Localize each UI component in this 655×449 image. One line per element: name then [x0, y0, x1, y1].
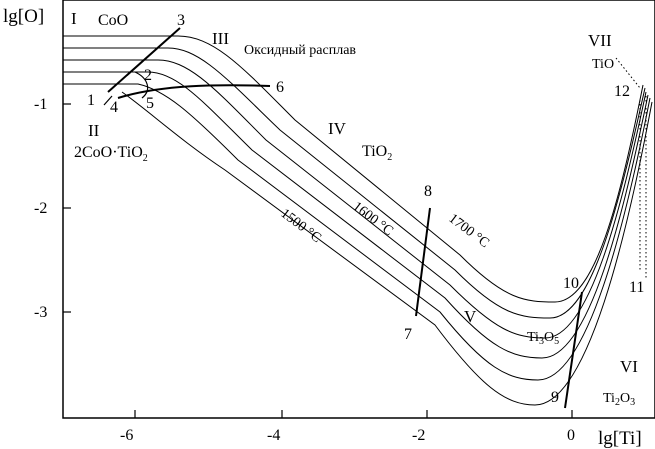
phase-label-2coo-tio2: 2CoO·TiO2: [74, 144, 148, 164]
isotherm-curves: [63, 35, 653, 406]
isotherm-label-1500: 1500 °C: [278, 206, 324, 246]
boundary-1-3: [107, 27, 181, 93]
phase-boundaries: [107, 27, 583, 409]
x-tick-label: -2: [412, 427, 425, 444]
boundary-7-8: [415, 207, 431, 317]
x-tick-label: -4: [267, 427, 280, 444]
boundary-4-6: [117, 84, 271, 99]
y-tick-label: -3: [34, 304, 47, 321]
isotherm-label-1600: 1600 °C: [350, 199, 396, 239]
point-label-6: 6: [276, 79, 284, 96]
boundary-line-1-4: [103, 95, 113, 106]
point-label-11: 11: [629, 279, 644, 296]
region-label-VII: VII: [588, 31, 612, 50]
region-label-II: II: [88, 121, 100, 140]
dotted-guides: [615, 57, 647, 278]
y-tick-label: -1: [34, 96, 47, 113]
x-tick-label: 0: [567, 427, 575, 444]
phase-label-tio: TiO: [592, 57, 614, 72]
x-tick-label: -6: [120, 427, 133, 444]
isotherm-curve-1: [63, 35, 644, 303]
point-label-3: 3: [177, 12, 185, 29]
axis-ticks: [63, 103, 573, 418]
region-label-V: V: [464, 307, 477, 326]
point-label-8: 8: [424, 183, 432, 200]
x-axis-label: lg[Ti]: [598, 428, 642, 449]
point-label-2: 2: [144, 67, 152, 84]
phase-label-coo: CoO: [98, 12, 128, 29]
region-label-IV: IV: [328, 119, 347, 138]
region-label-VI: VI: [620, 357, 638, 376]
point-label-4: 4: [110, 99, 118, 116]
point-label-10: 10: [563, 275, 579, 292]
point-label-7: 7: [404, 326, 412, 343]
isotherm-curve-6: [121, 91, 653, 406]
boundary-arc-2: [134, 71, 149, 99]
point-label-12: 12: [614, 83, 630, 100]
point-label-5: 5: [146, 95, 154, 112]
boundary-9-10: [564, 291, 583, 409]
phase-label-oxide-melt: Оксидный расплав: [244, 43, 356, 58]
phase-label-ti3o5: Ti3O5: [527, 330, 559, 347]
point-label-1: 1: [87, 92, 95, 109]
region-label-III: III: [212, 29, 229, 48]
point-label-9: 9: [551, 389, 559, 406]
isotherm-curve-2: [63, 47, 646, 319]
isotherm-curve-3: [63, 59, 647, 339]
isotherm-label-1700: 1700 °C: [446, 211, 492, 251]
plot-frame: [62, 0, 655, 419]
phase-label-ti2o3: Ti2O3: [603, 391, 635, 408]
region-label-I: I: [71, 9, 77, 28]
isotherm-curve-5: [63, 83, 651, 381]
phase-label-tio2: TiO2: [362, 143, 392, 163]
y-axis-label: lg[O]: [3, 6, 44, 27]
y-tick-label: -2: [34, 200, 47, 217]
isotherm-curve-4: [63, 71, 649, 359]
